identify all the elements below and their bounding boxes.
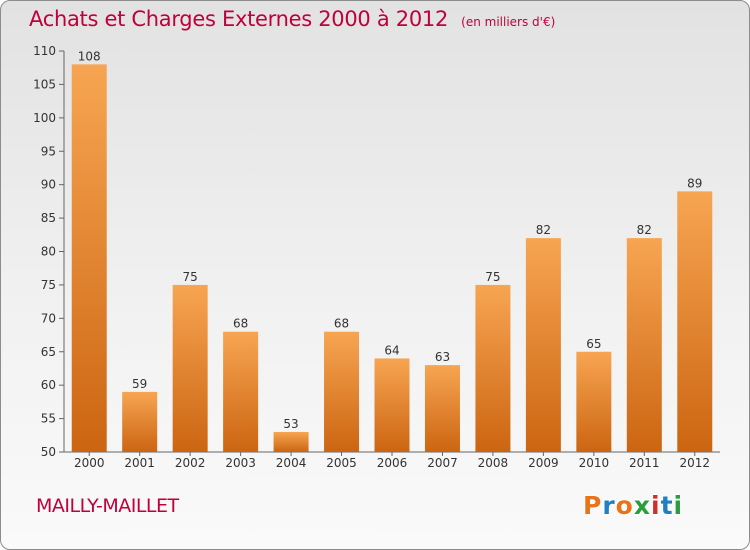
bar [677,191,713,452]
bar [525,238,561,452]
logo-letter: r [602,491,616,520]
chart-title: Achats et Charges Externes 2000 à 2012 [29,7,449,31]
logo-letter: i [673,491,684,520]
axes: 50 55 60 65 70 75 80 85 90 95 100 105 110 2000 2001 200… [33,44,720,470]
proxiti-logo: Proxiti [583,491,683,520]
x-tick-label: 2001 [124,456,155,470]
data-label: 68 [233,317,248,331]
bar [71,64,107,452]
bar [626,238,662,452]
y-tick-label: 50 [41,445,56,459]
x-tick-label: 2009 [528,456,559,470]
logo-letter: t [660,491,674,520]
x-tick-label: 2010 [579,456,610,470]
data-label: 53 [283,417,298,431]
data-label: 108 [78,49,101,63]
bar [223,331,259,452]
x-tick-label: 2008 [478,456,509,470]
y-tick-label: 80 [41,245,56,259]
y-tick-label: 65 [41,345,56,359]
data-label: 65 [586,337,601,351]
chart-subtitle: (en milliers d'€) [461,15,556,29]
y-tick-label: 75 [41,278,56,292]
y-tick-label: 110 [33,44,56,58]
bar [324,331,360,452]
x-tick-label: 2000 [74,456,105,470]
y-tick-label: 85 [41,211,56,225]
logo-letter: o [615,491,634,520]
y-tick-label: 55 [41,412,56,426]
data-label: 75 [183,270,198,284]
y-tick-label: 95 [41,144,56,158]
y-tick-label: 90 [41,178,56,192]
bar [122,391,158,452]
commune-name: MAILLY-MAILLET [36,495,179,517]
value-labels: 108 59 75 68 53 68 64 63 75 82 65 82 89 [78,49,703,431]
data-label: 89 [687,176,702,190]
logo-letter: i [651,491,661,520]
y-tick-label: 70 [41,311,56,325]
y-tick-label: 60 [41,378,56,392]
title-row: Achats et Charges Externes 2000 à 2012 (… [29,7,555,31]
data-label: 82 [637,223,652,237]
bar [424,365,460,452]
bars [71,64,713,452]
data-label: 63 [435,350,450,364]
logo-letter: x [633,491,651,520]
y-tick-label: 105 [33,77,56,91]
bar [273,431,309,452]
data-label: 82 [536,223,551,237]
bar [475,284,511,452]
bar [374,358,410,452]
data-label: 59 [132,377,147,391]
logo-letter: P [583,491,603,520]
x-tick-label: 2007 [427,456,458,470]
x-tick-label: 2004 [276,456,307,470]
bar [172,284,208,452]
data-label: 68 [334,317,349,331]
bar [576,351,612,452]
x-tick-label: 2003 [225,456,256,470]
x-tick-label: 2006 [377,456,408,470]
x-tick-label: 2012 [679,456,710,470]
data-label: 75 [485,270,500,284]
x-tick-label: 2011 [629,456,660,470]
x-tick-label: 2005 [326,456,357,470]
y-tick-label: 100 [33,111,56,125]
data-label: 64 [384,343,399,357]
x-tick-label: 2002 [175,456,206,470]
